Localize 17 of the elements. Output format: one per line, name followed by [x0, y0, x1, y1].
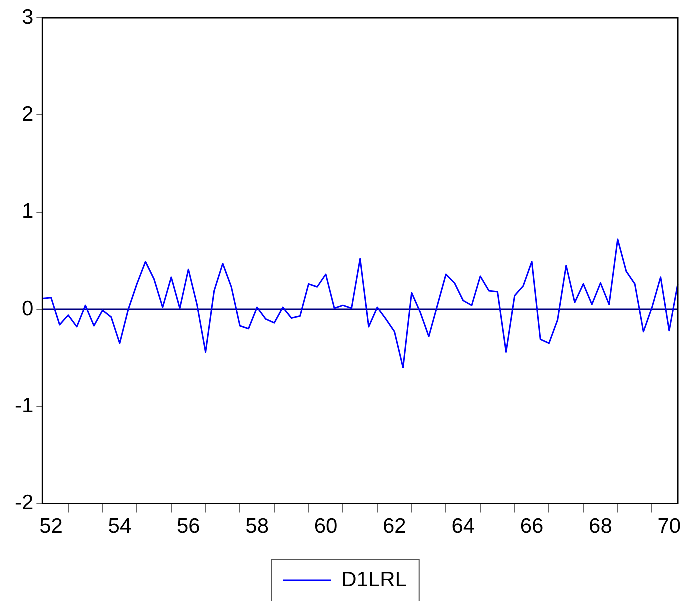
x-tick-label: 54 [108, 515, 132, 538]
y-tick-label: 3 [22, 6, 34, 29]
x-tick-label: 66 [520, 515, 544, 538]
x-tick-label: 68 [589, 515, 612, 538]
y-tick-label: -1 [14, 394, 34, 418]
x-tick-label: 52 [40, 515, 63, 538]
x-tick-label: 62 [383, 515, 406, 538]
y-tick-label: -2 [14, 492, 34, 515]
y-tick-label: 2 [22, 102, 34, 126]
x-tick-label: 60 [314, 515, 338, 538]
x-tick-label: 64 [452, 515, 476, 538]
legend-label: D1LRL [342, 568, 407, 592]
x-tick-label: 58 [246, 515, 269, 538]
x-tick-label: 70 [658, 515, 682, 538]
y-tick-label: 1 [22, 200, 34, 224]
x-tick-label: 56 [176, 515, 200, 538]
y-tick-label: 0 [22, 297, 34, 320]
